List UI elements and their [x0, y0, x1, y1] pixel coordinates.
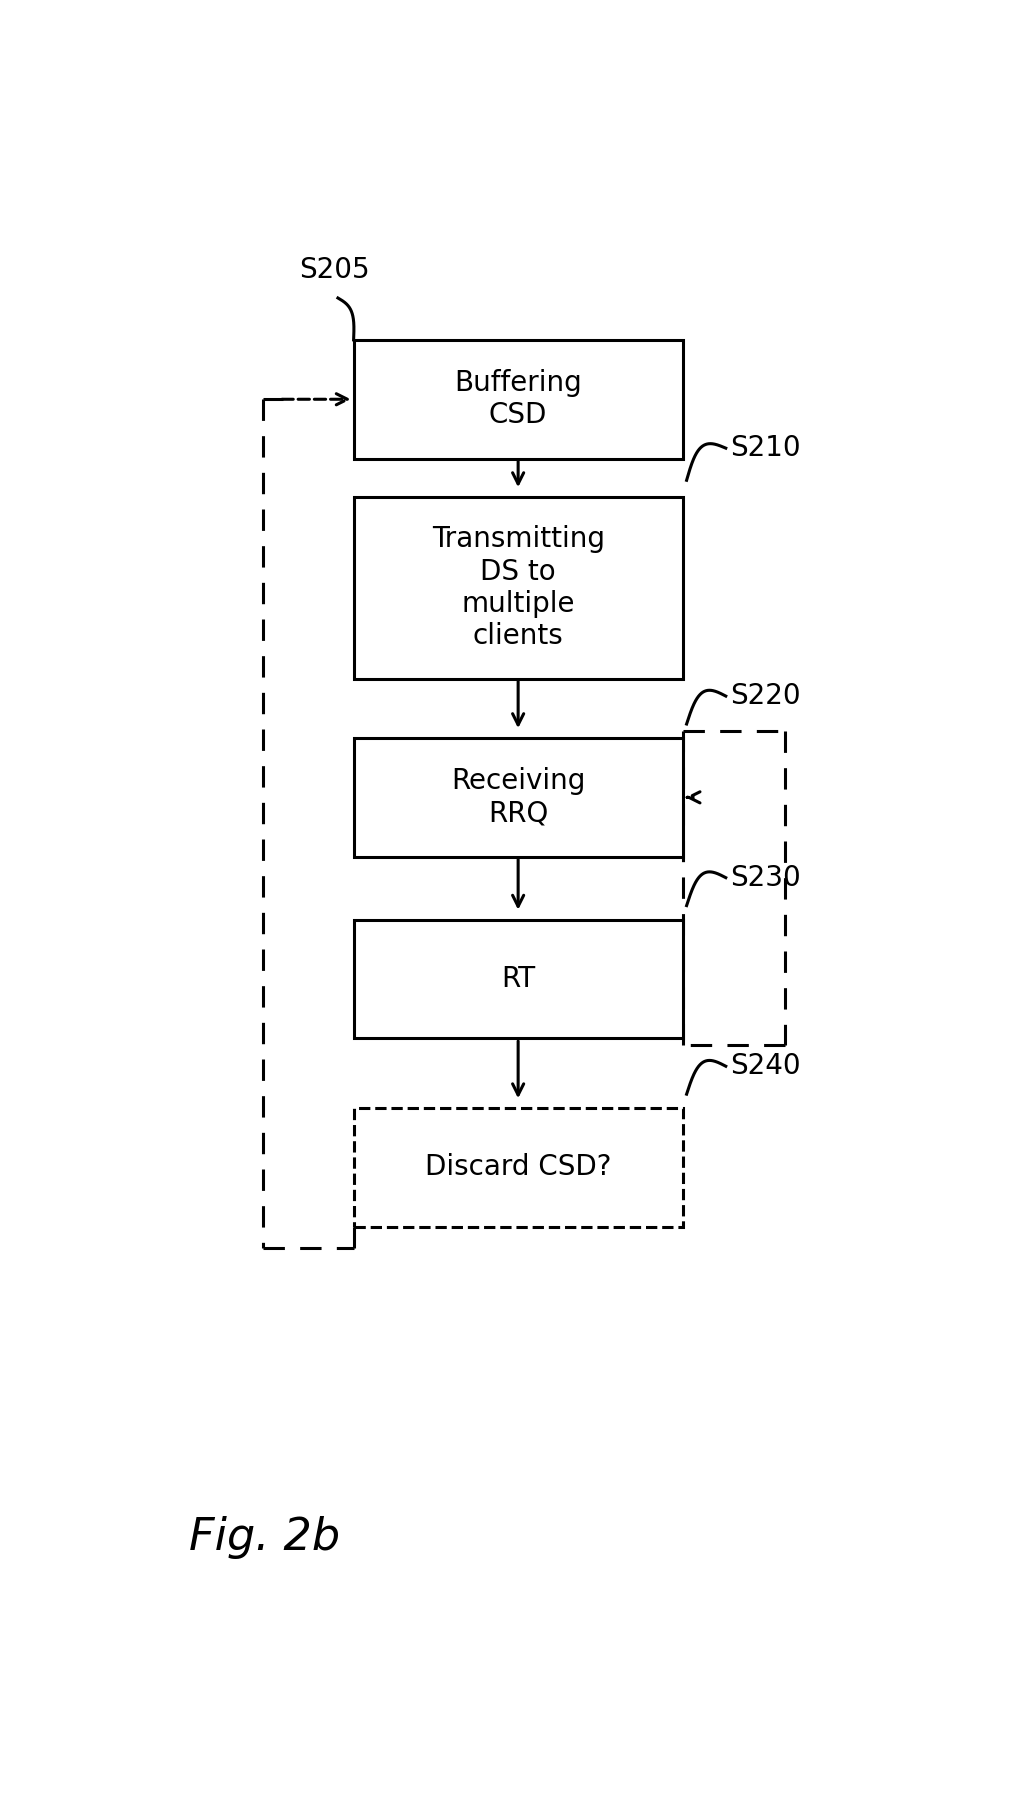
Text: Discard CSD?: Discard CSD?	[425, 1154, 612, 1181]
Bar	[354, 738, 682, 856]
Text: Receiving
RRQ: Receiving RRQ	[451, 767, 585, 827]
Bar	[354, 339, 682, 459]
Text: S210: S210	[730, 434, 801, 463]
Text: Transmitting
DS to
multiple
clients: Transmitting DS to multiple clients	[432, 526, 605, 651]
Text: S205: S205	[299, 256, 369, 285]
Bar	[354, 920, 682, 1038]
Text: S240: S240	[730, 1052, 801, 1079]
Text: Fig. 2b: Fig. 2b	[189, 1517, 340, 1560]
Text: S220: S220	[730, 682, 801, 709]
Text: Buffering
CSD: Buffering CSD	[454, 368, 582, 430]
Text: S230: S230	[730, 863, 801, 892]
Bar	[354, 497, 682, 678]
Bar	[354, 1108, 682, 1226]
Text: RT: RT	[501, 965, 535, 992]
